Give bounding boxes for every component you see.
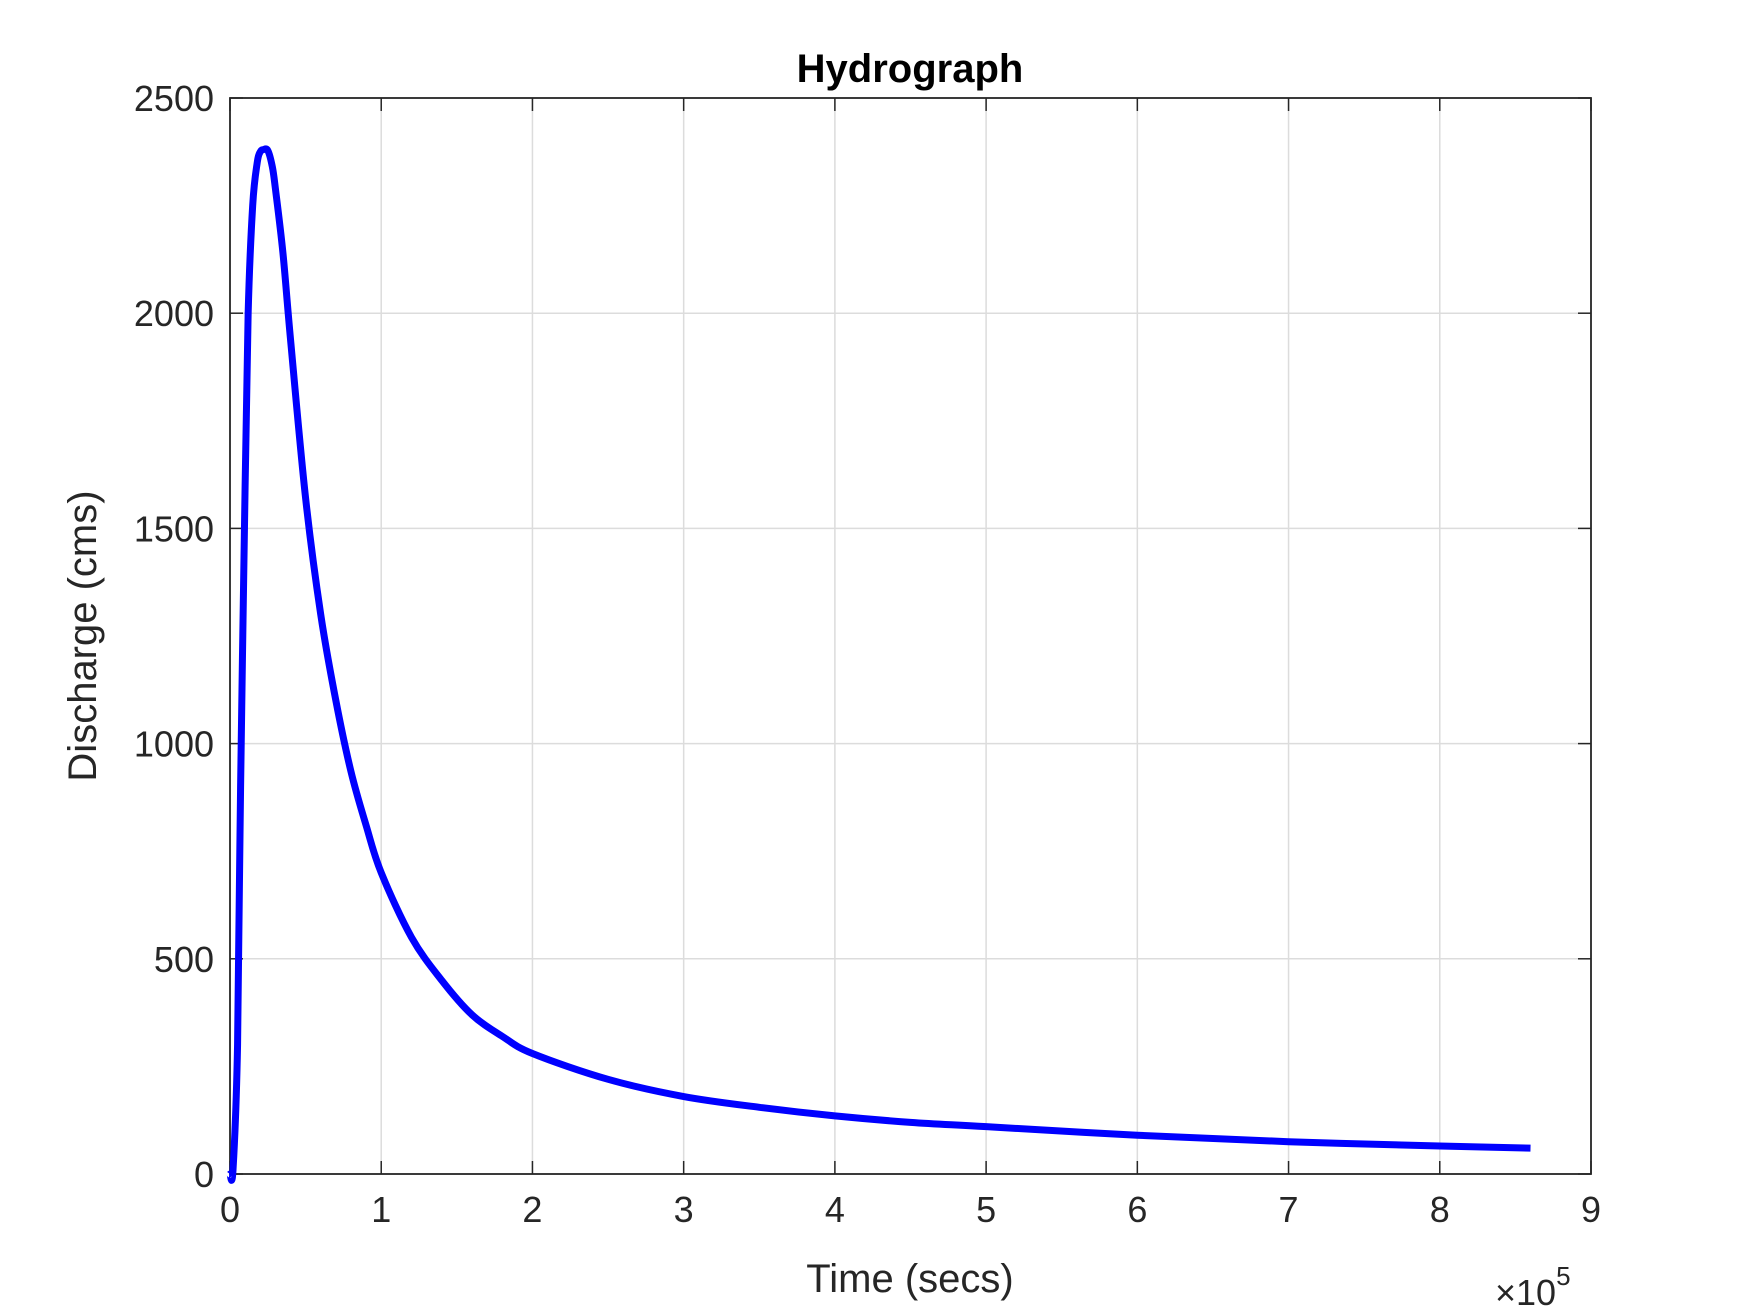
y-tick-label: 0 [194, 1154, 214, 1195]
x-tick-label: 6 [1127, 1189, 1147, 1230]
x-axis-multiplier-exponent: 5 [1556, 1261, 1570, 1291]
x-axis-multiplier-base: ×10 [1495, 1272, 1556, 1313]
x-tick-label: 2 [522, 1189, 542, 1230]
x-axis-multiplier: ×105 [1495, 1261, 1571, 1313]
y-axis-label: Discharge (cms) [61, 490, 105, 781]
x-tick-label: 4 [825, 1189, 845, 1230]
chart-title: Hydrograph [797, 47, 1024, 91]
plot-area [230, 98, 1591, 1174]
x-tick-labels: 0 1 2 3 4 5 6 7 8 9 [220, 1189, 1601, 1230]
y-tick-label: 500 [154, 939, 214, 980]
plot-box [229, 97, 1592, 1175]
series-line [226, 145, 1531, 1184]
x-tick-label: 8 [1430, 1189, 1450, 1230]
x-tick-label: 7 [1279, 1189, 1299, 1230]
x-tick-label: 9 [1581, 1189, 1601, 1230]
x-tick-label: 5 [976, 1189, 996, 1230]
y-tick-label: 1500 [134, 508, 214, 549]
data-series [226, 145, 1531, 1184]
x-tick-label: 1 [371, 1189, 391, 1230]
y-tick-label: 1000 [134, 724, 214, 765]
y-tick-label: 2000 [134, 293, 214, 334]
y-tick-labels: 0 500 1000 1500 2000 2500 [134, 78, 214, 1195]
x-axis-label: Time (secs) [806, 1257, 1013, 1301]
x-tick-label: 0 [220, 1189, 240, 1230]
x-tick-label: 3 [674, 1189, 694, 1230]
y-tick-label: 2500 [134, 78, 214, 119]
